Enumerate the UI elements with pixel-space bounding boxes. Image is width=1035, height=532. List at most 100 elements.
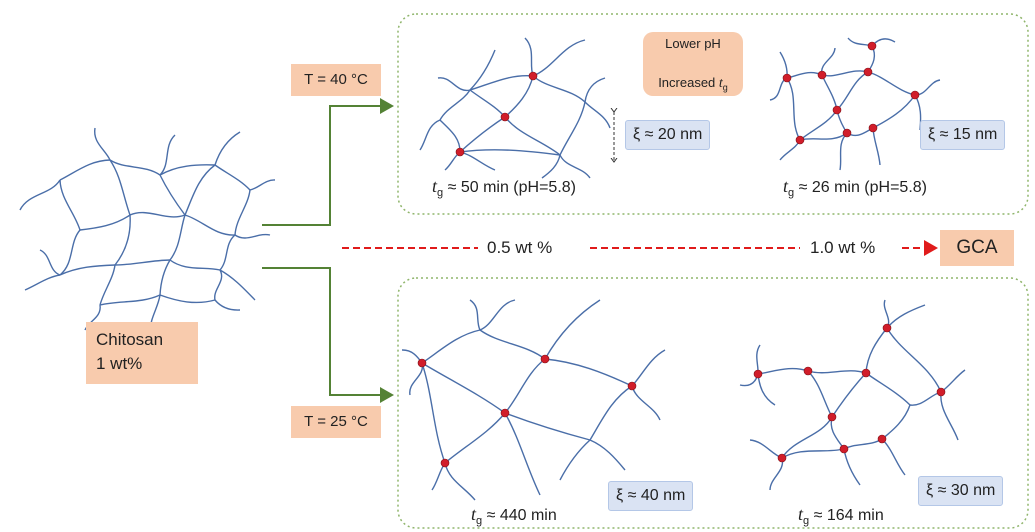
polymer-chain-end bbox=[559, 154, 591, 179]
crosslink-point bbox=[627, 381, 637, 391]
polymer-chain bbox=[439, 119, 461, 153]
crosslink-point bbox=[795, 135, 805, 145]
polymer-chain bbox=[219, 234, 236, 271]
polymer-chain-end bbox=[559, 439, 591, 481]
polymer-chain bbox=[807, 370, 833, 418]
temp-label-bottom: T = 25 °C bbox=[291, 406, 381, 438]
polymer-chain-end bbox=[631, 349, 666, 387]
polymer-chain bbox=[886, 327, 942, 393]
polymer-chain bbox=[821, 74, 838, 111]
polymer-chain bbox=[469, 75, 534, 91]
polymer-chain-end bbox=[544, 299, 601, 360]
polymer-chain bbox=[99, 294, 161, 306]
ph-effect-line1: Lower pH bbox=[665, 36, 721, 51]
polymer-chain-end bbox=[940, 369, 966, 393]
polymer-chain bbox=[821, 70, 869, 77]
network-bottom-right bbox=[739, 299, 966, 491]
gca-label: GCA bbox=[940, 230, 1014, 266]
polymer-chain bbox=[59, 159, 111, 181]
gel-time-top-right: tg ≈ 26 min (pH=5.8) bbox=[783, 176, 927, 200]
mesh-size-bottom-left: ξ ≈ 40 nm bbox=[608, 481, 694, 511]
polymer-chain bbox=[459, 149, 561, 156]
crosslink-point bbox=[500, 112, 510, 122]
polymer-chain-end bbox=[504, 412, 541, 496]
crosslink-point bbox=[867, 41, 877, 51]
polymer-chain-end bbox=[914, 79, 941, 96]
polymer-chain bbox=[807, 370, 867, 374]
crosslink-point bbox=[540, 354, 550, 364]
polymer-chain bbox=[114, 259, 171, 266]
crosslink-point bbox=[417, 358, 427, 368]
polymer-chain bbox=[757, 367, 809, 375]
crosslink-point bbox=[868, 123, 878, 133]
polymer-chain-end bbox=[469, 49, 496, 91]
polymer-chain bbox=[109, 159, 161, 176]
polymer-chain-end bbox=[821, 47, 836, 76]
polymer-chain bbox=[234, 189, 251, 236]
polymer-chain-end bbox=[524, 37, 534, 77]
crosslink-point bbox=[777, 453, 787, 463]
mesh-size-bottom-right: ξ ≈ 30 nm bbox=[918, 476, 1004, 506]
polymer-chain-end bbox=[214, 131, 241, 166]
polymer-chain bbox=[781, 448, 845, 459]
polymer-chain-end bbox=[219, 269, 256, 301]
polymer-chain bbox=[831, 372, 867, 418]
polymer-chain bbox=[830, 416, 845, 450]
polymer-chain bbox=[504, 75, 534, 118]
polymer-chain bbox=[159, 259, 171, 296]
mesh-size-top-right: ξ ≈ 15 nm bbox=[920, 120, 1006, 150]
network-top-left bbox=[419, 37, 611, 179]
polymer-chain bbox=[504, 358, 546, 414]
crosslink-point bbox=[863, 67, 873, 77]
polymer-chain bbox=[59, 179, 81, 231]
chitosan-network bbox=[19, 127, 276, 331]
crosslink-point bbox=[936, 387, 946, 397]
polymer-chain bbox=[867, 71, 916, 96]
crosslink-point bbox=[440, 458, 450, 468]
polymer-chain bbox=[872, 94, 916, 129]
polymer-chain-end bbox=[214, 299, 241, 311]
polymer-chain-end bbox=[589, 439, 626, 471]
polymer-chain bbox=[421, 329, 481, 364]
polymer-chain-end bbox=[872, 127, 881, 166]
polymer-chain bbox=[59, 229, 81, 276]
arrow-to-bottom-panel bbox=[262, 267, 394, 403]
polymer-chain bbox=[159, 164, 216, 176]
crosslink-point bbox=[877, 434, 887, 444]
polymer-chain-end bbox=[843, 448, 861, 486]
polymer-chain bbox=[129, 211, 186, 218]
polymer-chain-end bbox=[431, 462, 446, 491]
crosslink-point bbox=[817, 70, 827, 80]
polymer-chain bbox=[159, 294, 216, 304]
arrow-to-top-panel bbox=[262, 98, 394, 226]
crosslink-point bbox=[910, 90, 920, 100]
polymer-chain-end bbox=[39, 249, 61, 276]
network-top-right bbox=[769, 37, 941, 171]
polymer-chain-end bbox=[756, 344, 761, 375]
polymer-chain bbox=[836, 71, 869, 111]
polymer-chain bbox=[909, 391, 942, 406]
polymer-chain-end bbox=[249, 179, 276, 191]
gel-time-bottom-left: tg ≈ 440 min bbox=[471, 504, 557, 528]
polymer-chain-end bbox=[419, 119, 441, 151]
polymer-chain-end bbox=[469, 299, 481, 331]
polymer-chain bbox=[79, 214, 131, 231]
chitosan-label: Chitosan 1 wt% bbox=[86, 322, 198, 384]
polymer-chain-end bbox=[479, 299, 516, 331]
polymer-chain-end bbox=[881, 438, 906, 476]
polymer-chain bbox=[214, 164, 251, 191]
chitosan-concentration: 1 wt% bbox=[96, 354, 143, 373]
concentration-high: 1.0 wt % bbox=[804, 237, 882, 259]
crosslink-point bbox=[827, 412, 837, 422]
polymer-chain bbox=[99, 264, 116, 306]
polymer-chain bbox=[865, 372, 911, 406]
polymer-chain-end bbox=[409, 362, 424, 396]
polymer-chain-end bbox=[584, 101, 611, 129]
crosslink-point bbox=[455, 147, 465, 157]
crosslink-point bbox=[500, 408, 510, 418]
polymer-chain bbox=[421, 362, 446, 464]
polymer-chain bbox=[865, 327, 888, 374]
polymer-chain bbox=[169, 214, 186, 261]
polymer-chain bbox=[59, 264, 116, 276]
